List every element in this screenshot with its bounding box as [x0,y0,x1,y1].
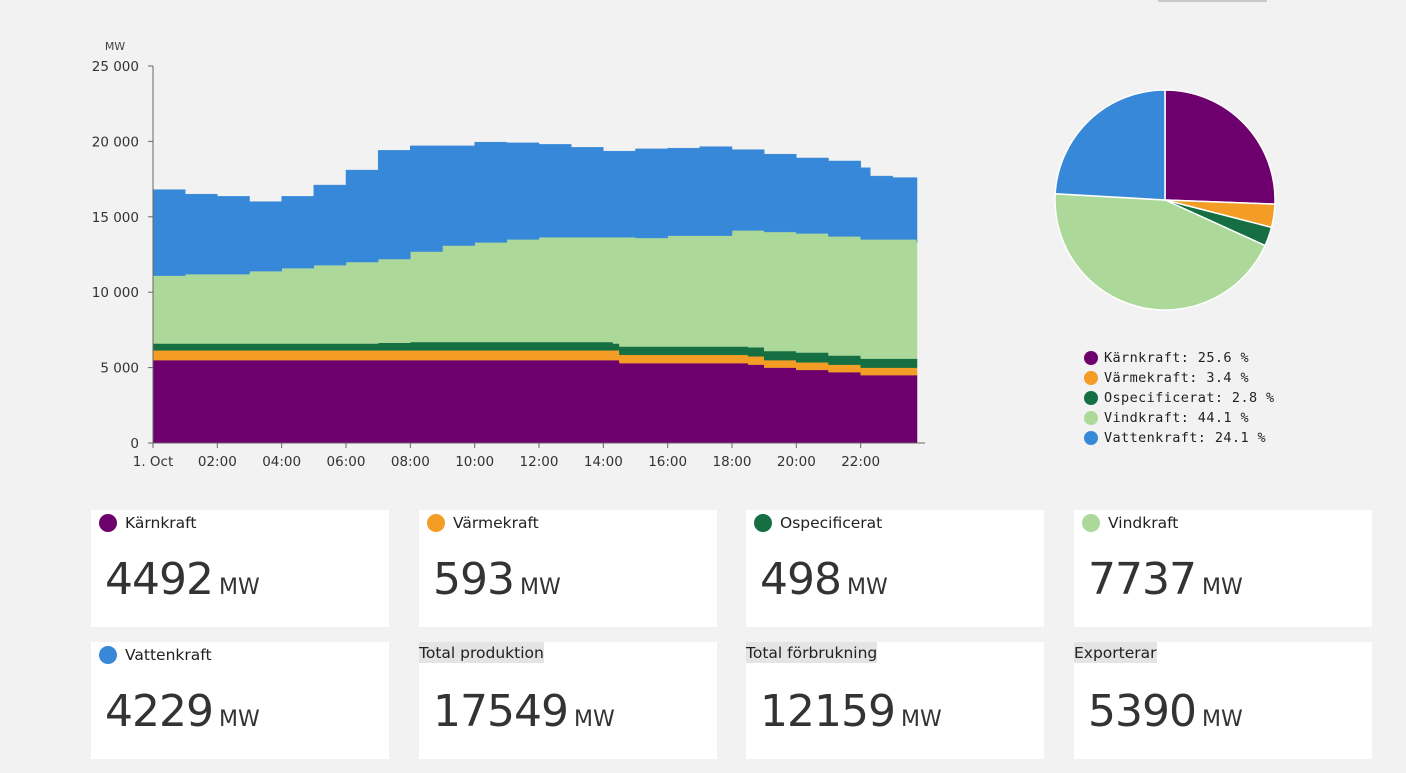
color-dot-icon [99,514,117,532]
card-value: 498 MW [760,554,888,605]
x-tick-label: 16:00 [648,454,687,470]
y-axis-unit: MW [105,40,125,53]
card-varmekraft: Värmekraft 593 MW [419,510,717,627]
legend-label: Kärnkraft: 25.6 % [1104,350,1249,366]
color-dot-icon [99,646,117,664]
color-dot-icon [1082,514,1100,532]
y-tick-label: 20 000 [92,134,139,150]
card-vattenkraft: Vattenkraft 4229 MW [91,642,389,759]
card-value: 5390 MW [1088,686,1243,737]
card-header: Kärnkraft [99,514,196,532]
legend-item-vattenkraft[interactable]: Vattenkraft: 24.1 % [1084,428,1275,448]
color-dot-icon [754,514,772,532]
card-unit: MW [900,707,942,732]
card-number: 4492 [105,554,214,605]
card-ospecificerat: Ospecificerat 498 MW [746,510,1044,627]
card-label: Exporterar [1074,642,1157,663]
card-value: 17549 MW [433,686,615,737]
card-label: Vattenkraft [125,646,212,664]
card-unit: MW [218,575,260,600]
card-label: Total produktion [419,642,544,663]
legend-item-vindkraft[interactable]: Vindkraft: 44.1 % [1084,408,1275,428]
x-tick-label: 12:00 [520,454,559,470]
card-number: 498 [760,554,842,605]
card-number: 12159 [760,686,896,737]
card-header: Ospecificerat [754,514,882,532]
card-exporterar: Exporterar 5390 MW [1074,642,1372,759]
card-unit: MW [846,575,888,600]
card-karnkraft: Kärnkraft 4492 MW [91,510,389,627]
card-header: Vattenkraft [99,646,212,664]
legend-dot-icon [1084,411,1098,425]
card-value: 4229 MW [105,686,260,737]
card-unit: MW [573,707,615,732]
x-tick-label: 1. Oct [133,454,174,470]
card-header: Vindkraft [1082,514,1178,532]
card-label: Ospecificerat [780,514,883,532]
card-number: 4229 [105,686,214,737]
x-tick-label: 06:00 [327,454,366,470]
stacked-area-chart: 0 5 000 10 000 15 000 20 000 25 000 MW 1. Oct 02… [92,40,925,470]
pie-slice-0[interactable] [1164,89,1276,205]
pie-legend: Kärnkraft: 25.6 % Värmekraft: 3.4 % Ospe… [1084,348,1275,448]
card-unit: MW [218,707,260,732]
card-vindkraft: Vindkraft 7737 MW [1074,510,1372,627]
x-tick-label: 22:00 [841,454,880,470]
card-number: 17549 [433,686,569,737]
x-tick-label: 14:00 [584,454,623,470]
card-value: 593 MW [433,554,561,605]
card-total-forbrukning: Total förbrukning 12159 MW [746,642,1044,759]
y-tick-label: 10 000 [92,285,139,301]
x-tick-label: 20:00 [777,454,816,470]
top-tab-indicator [1158,0,1267,2]
card-value: 7737 MW [1088,554,1243,605]
legend-label: Vindkraft: 44.1 % [1104,410,1249,426]
card-number: 593 [433,554,515,605]
pie-slice-4[interactable] [1054,89,1166,201]
card-label: Total förbrukning [746,642,878,663]
legend-item-karnkraft[interactable]: Kärnkraft: 25.6 % [1084,348,1275,368]
card-total-produktion: Total produktion 17549 MW [419,642,717,759]
legend-item-varmekraft[interactable]: Värmekraft: 3.4 % [1084,368,1275,388]
x-tick-label: 04:00 [262,454,301,470]
legend-dot-icon [1084,371,1098,385]
card-label: Värmekraft [453,514,539,532]
card-unit: MW [1201,575,1243,600]
card-unit: MW [519,575,561,600]
x-tick-label: 08:00 [391,454,430,470]
card-unit: MW [1201,707,1243,732]
y-tick-label: 15 000 [92,210,139,226]
card-value: 4492 MW [105,554,260,605]
color-dot-icon [427,514,445,532]
legend-label: Ospecificerat: 2.8 % [1104,390,1275,406]
y-tick-label: 0 [130,436,139,452]
legend-dot-icon [1084,391,1098,405]
card-label: Kärnkraft [125,514,197,532]
card-label: Vindkraft [1108,514,1179,532]
pie-chart [1054,89,1276,311]
pie-slice-3[interactable] [1054,192,1267,311]
area-series-0 [152,359,918,444]
y-tick-label: 25 000 [92,59,139,75]
legend-label: Vattenkraft: 24.1 % [1104,430,1267,446]
y-tick-label: 5 000 [100,361,139,377]
legend-dot-icon [1084,351,1098,365]
legend-dot-icon [1084,431,1098,445]
card-number: 7737 [1088,554,1197,605]
card-number: 5390 [1088,686,1197,737]
card-value: 12159 MW [760,686,942,737]
x-tick-label: 18:00 [713,454,752,470]
x-tick-label: 10:00 [455,454,494,470]
area-series-4 [152,141,918,276]
legend-item-ospecificerat[interactable]: Ospecificerat: 2.8 % [1084,388,1275,408]
legend-label: Värmekraft: 3.4 % [1104,370,1249,386]
card-header: Värmekraft [427,514,539,532]
x-tick-label: 02:00 [198,454,237,470]
